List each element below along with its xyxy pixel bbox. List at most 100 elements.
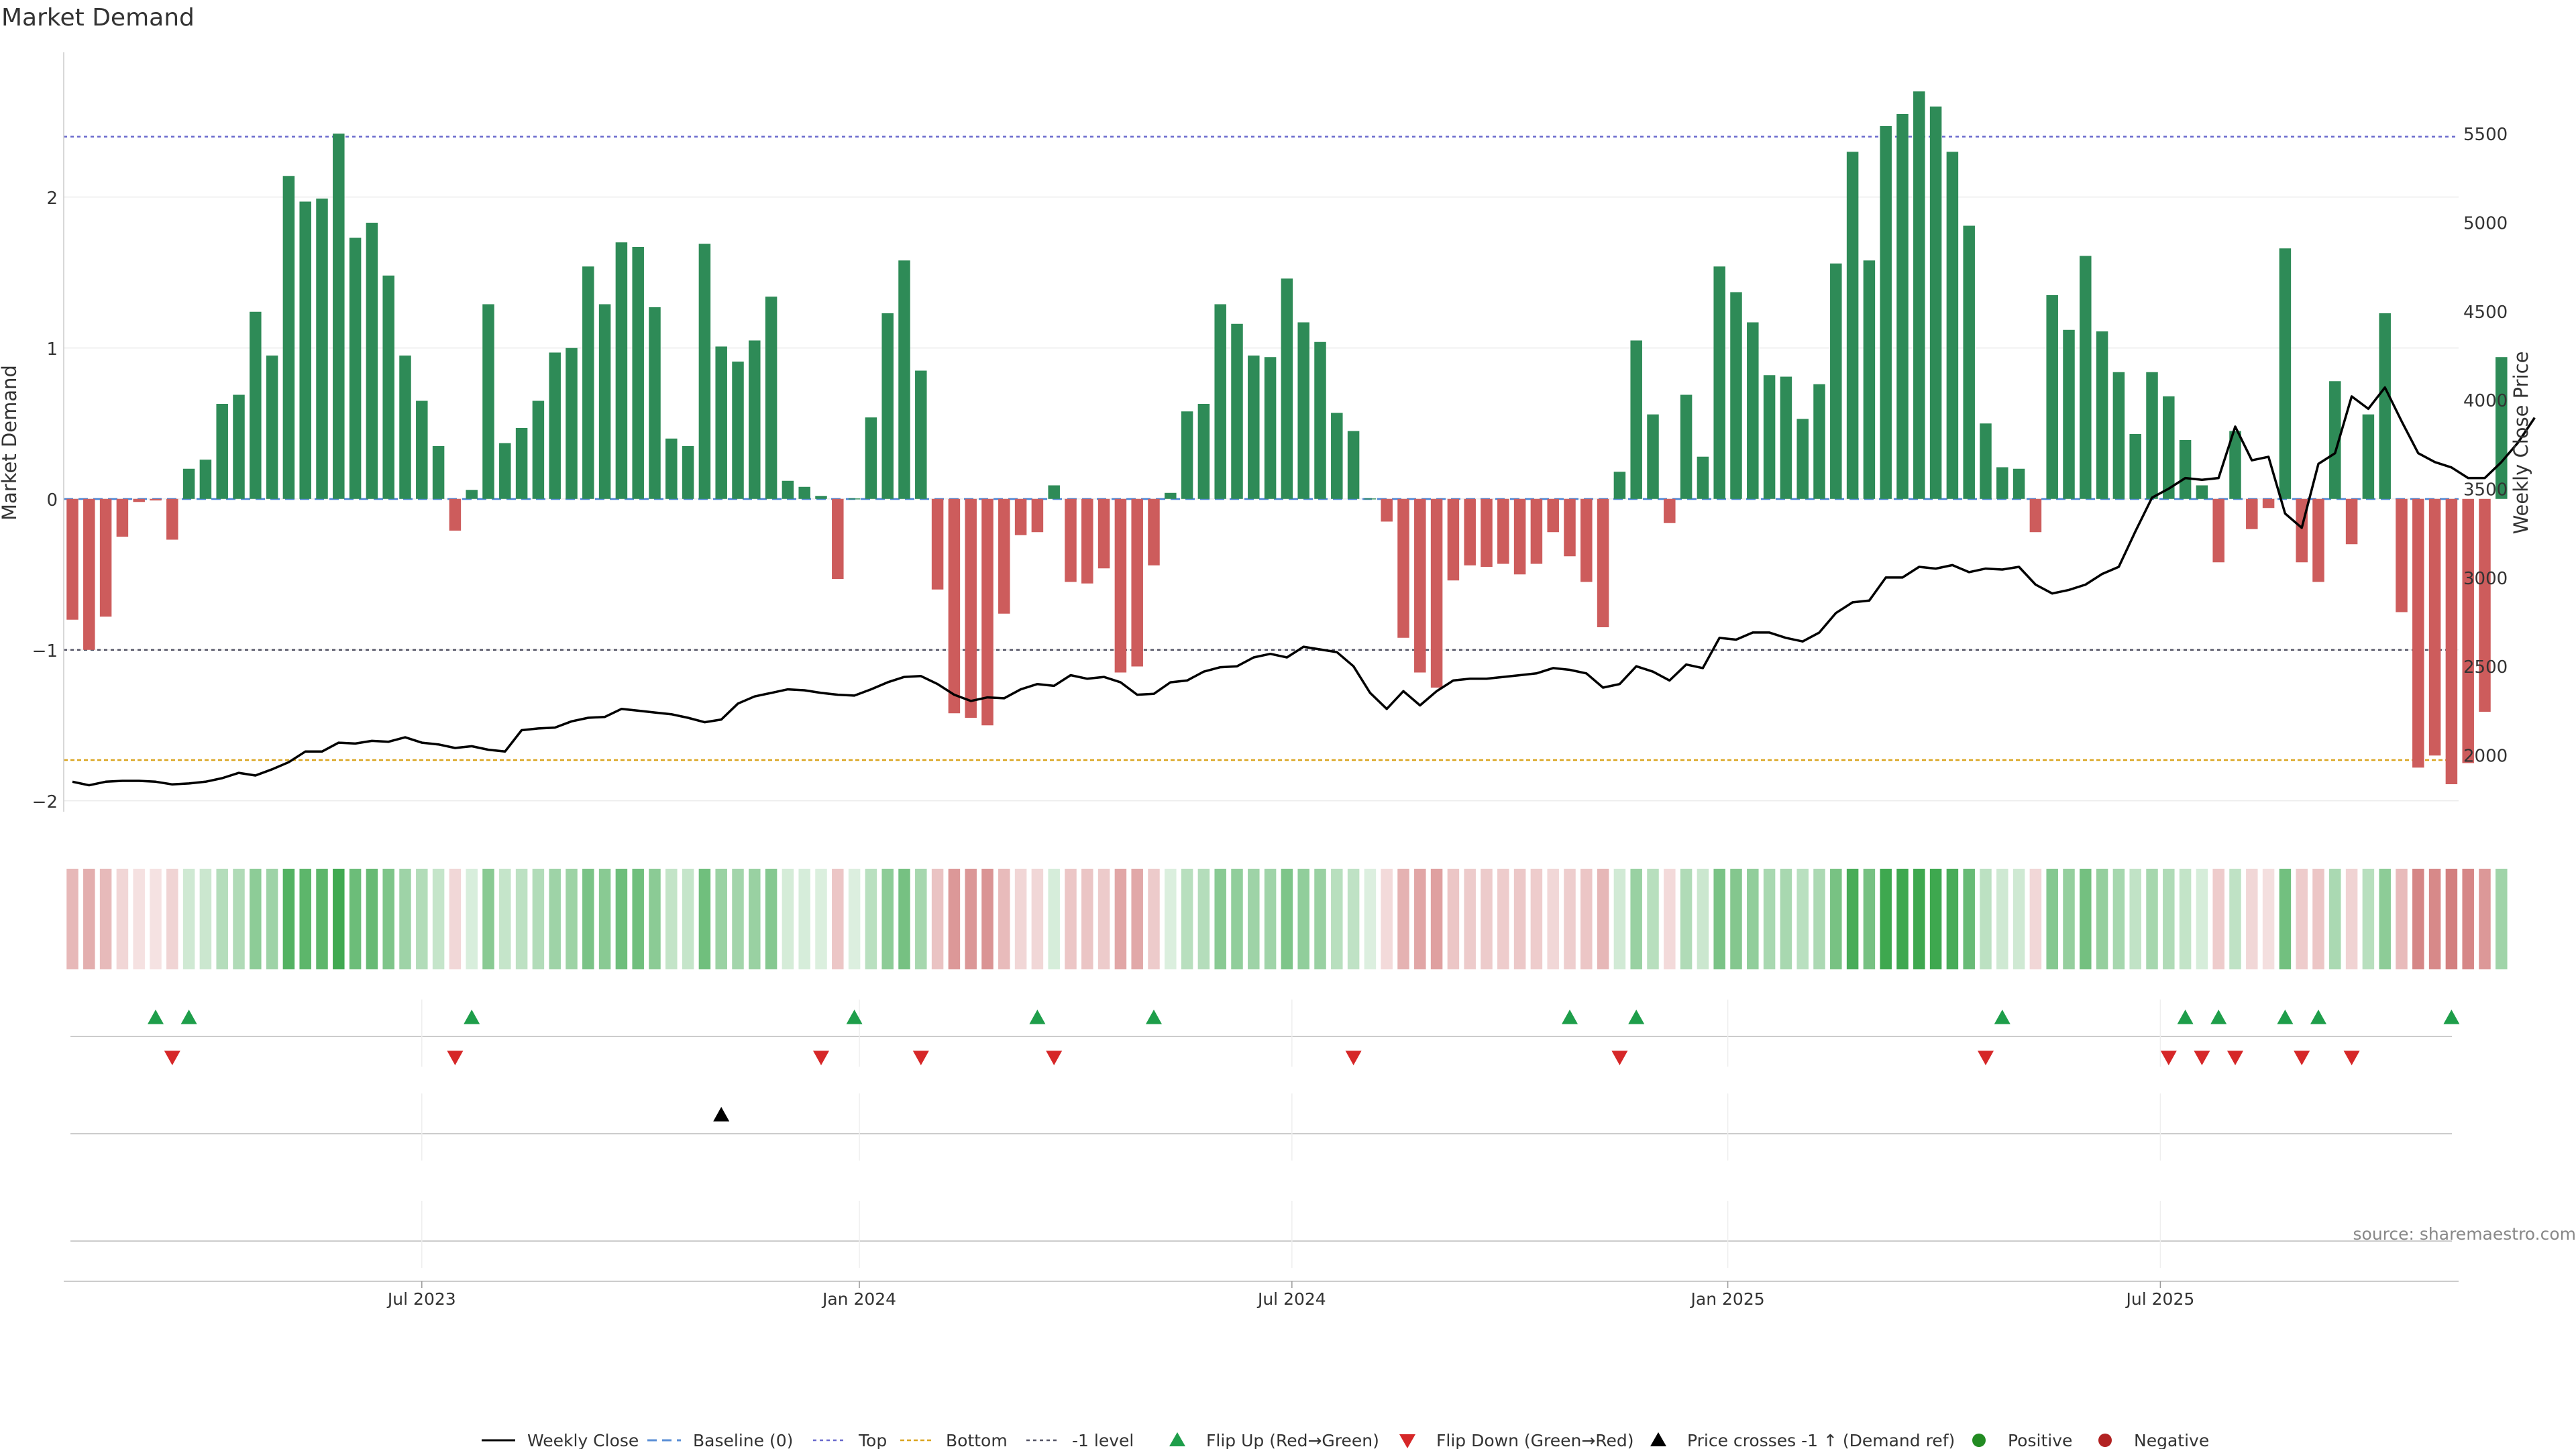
heat-cell xyxy=(832,869,844,969)
heat-cell xyxy=(333,869,345,969)
flip-up-marker xyxy=(1562,1010,1578,1024)
heat-cell xyxy=(1913,869,1925,969)
demand-bar xyxy=(1464,498,1476,566)
heat-cell xyxy=(1414,869,1426,969)
y-right-tick-label: 2000 xyxy=(2463,747,2508,767)
heat-cell xyxy=(216,869,228,969)
demand-bar xyxy=(2262,498,2275,508)
heat-cell xyxy=(1713,869,1725,969)
demand-bar xyxy=(1014,498,1027,535)
demand-bar xyxy=(2112,372,2125,499)
heat-cell xyxy=(715,869,727,969)
heat-cell xyxy=(2229,869,2241,969)
flip-up-marker xyxy=(1994,1010,2010,1024)
heat-cell xyxy=(2063,869,2075,969)
heat-cell xyxy=(416,869,428,969)
demand-bar xyxy=(2096,331,2108,499)
x-tick-label: Jan 2025 xyxy=(1690,1289,1765,1309)
demand-bar xyxy=(2012,468,2025,499)
demand-bar xyxy=(2379,313,2391,499)
heat-cell xyxy=(2262,869,2275,969)
demand-bar xyxy=(2412,498,2424,768)
heat-cell xyxy=(1747,869,1759,969)
flip-down-marker xyxy=(447,1051,464,1065)
demand-bar xyxy=(1780,376,1792,499)
demand-bar xyxy=(815,496,827,499)
demand-bars xyxy=(66,91,2508,784)
legend-label: Price crosses -1 ↑ (Demand ref) xyxy=(1687,1431,1955,1449)
demand-bar xyxy=(965,498,977,718)
demand-bar xyxy=(1131,498,1143,667)
demand-bar xyxy=(1497,498,1509,564)
demand-bar xyxy=(2063,329,2075,499)
demand-bar xyxy=(166,498,178,540)
title-group: Market Demand xyxy=(1,4,195,32)
heat-cell xyxy=(499,869,511,969)
demand-bar xyxy=(2163,396,2175,499)
legend-symbol-negative xyxy=(2098,1434,2112,1447)
demand-bar xyxy=(2279,248,2292,499)
flip-down-marker xyxy=(2194,1051,2210,1065)
y-left-tick-label: 0 xyxy=(46,490,58,511)
demand-bar xyxy=(2229,431,2241,499)
demand-bar xyxy=(632,247,644,499)
heat-cell xyxy=(1231,869,1243,969)
heat-cell xyxy=(1197,869,1210,969)
legend-symbol-price-cross xyxy=(1650,1432,1666,1446)
x-tick-label: Jul 2024 xyxy=(1256,1289,1326,1309)
heat-cell xyxy=(698,869,711,969)
heat-cell xyxy=(432,869,445,969)
demand-bar xyxy=(1214,304,1226,499)
heat-cell xyxy=(1397,869,1409,969)
demand-bar xyxy=(1913,91,1925,499)
flip-up-marker xyxy=(2443,1010,2460,1024)
heat-cell xyxy=(2129,869,2141,969)
demand-bar xyxy=(1647,414,1659,499)
heat-cell xyxy=(1730,869,1742,969)
heat-cell xyxy=(2479,869,2491,969)
demand-bar xyxy=(416,400,428,499)
heat-cell xyxy=(1264,869,1277,969)
demand-bar xyxy=(615,242,628,499)
y-right-tick-label: 2500 xyxy=(2463,657,2508,678)
demand-bar xyxy=(1880,126,1892,499)
flip-up-marker xyxy=(180,1010,197,1024)
demand-bar xyxy=(449,498,462,531)
demand-bar xyxy=(99,498,112,617)
heat-cell xyxy=(2428,869,2441,969)
demand-bar xyxy=(482,304,494,499)
heat-cell xyxy=(732,869,744,969)
heat-cell xyxy=(965,869,977,969)
heat-cell xyxy=(1830,869,1842,969)
demand-bar xyxy=(466,490,478,499)
heat-cell xyxy=(2362,869,2375,969)
heat-cell xyxy=(2096,869,2108,969)
heat-cell xyxy=(598,869,611,969)
demand-bar xyxy=(549,352,561,499)
y-left-axis-label: Market Demand xyxy=(0,365,21,521)
heat-cell xyxy=(1547,869,1559,969)
heat-cell xyxy=(1697,869,1709,969)
y-right-tick-label: 3000 xyxy=(2463,569,2508,589)
demand-bar xyxy=(931,498,944,590)
heat-cell xyxy=(266,869,278,969)
chart-title: Market Demand xyxy=(1,4,195,32)
heat-cell xyxy=(2029,869,2042,969)
heat-cell xyxy=(998,869,1010,969)
demand-bar xyxy=(1347,431,1360,499)
demand-bar xyxy=(266,356,278,499)
demand-bar xyxy=(1513,498,1526,575)
y-right-tick-label: 4000 xyxy=(2463,391,2508,411)
heat-cell xyxy=(199,869,212,969)
flip-up-marker xyxy=(2210,1010,2227,1024)
demand-bar xyxy=(1430,498,1443,688)
demand-bar xyxy=(2345,498,2358,545)
heat-cell xyxy=(1447,869,1460,969)
heat-cell xyxy=(1863,869,1876,969)
heat-cell xyxy=(1248,869,1260,969)
demand-bar xyxy=(1197,404,1210,499)
demand-bar xyxy=(1114,498,1127,673)
demand-bar xyxy=(1763,375,1776,499)
legend-label: Flip Up (Red→Green) xyxy=(1206,1431,1379,1449)
flip-down-marker xyxy=(1345,1051,1362,1065)
